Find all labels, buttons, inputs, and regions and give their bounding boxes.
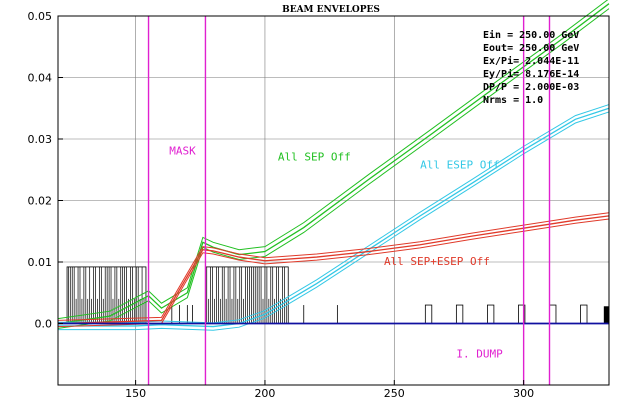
y-tick-label: 0.01 (28, 256, 53, 269)
series-line-2 (58, 104, 610, 324)
x-tick-label: 200 (254, 387, 275, 398)
series-line-1 (57, 3, 610, 325)
position-markers (147, 16, 551, 385)
beamline-elements (66, 266, 609, 324)
axes: 0.0 0.01 0.02 0.03 0.04 0.05 150 200 250 300 (28, 10, 610, 398)
info-line: Ex/Pi= 2.044E-11 (483, 55, 579, 67)
info-line: Nrms = 1.0 (483, 95, 543, 106)
series-line-1 (57, 8, 610, 329)
info-line: Ein = 250.00 GeV (483, 29, 579, 41)
annotation-label: I. DUMP (456, 347, 503, 360)
info-line: Ey/Pi= 8.176E-14 (483, 68, 579, 80)
annotation-label: All SEP+ESEP Off (384, 255, 490, 268)
series-line-1 (57, 0, 609, 320)
envelope-series (57, 0, 610, 331)
annotation-label: MASK (169, 144, 196, 157)
y-tick-label: 0.0 (35, 318, 53, 331)
element-block (603, 306, 609, 324)
series-line-2 (58, 107, 610, 328)
series-line-2 (58, 111, 610, 331)
y-tick-label: 0.02 (28, 195, 53, 208)
chart-title: BEAM ENVELOPES (282, 5, 380, 15)
x-tick-label: 250 (384, 387, 405, 398)
info-line: DP/P = 2.000E-03 (483, 82, 579, 93)
x-tick-label: 150 (125, 387, 146, 398)
x-tick-label: 300 (513, 387, 534, 398)
y-tick-label: 0.03 (28, 133, 53, 146)
annotation-label: All ESEP Off (420, 159, 499, 172)
info-line: Eout= 250.00 GeV (483, 43, 579, 54)
annotation-label: All SEP Off (278, 151, 351, 164)
y-tick-label: 0.05 (28, 10, 53, 23)
y-tick-label: 0.04 (28, 72, 53, 85)
annotations: MASK All SEP Off All ESEP Off All SEP+ESEP … (169, 144, 503, 360)
